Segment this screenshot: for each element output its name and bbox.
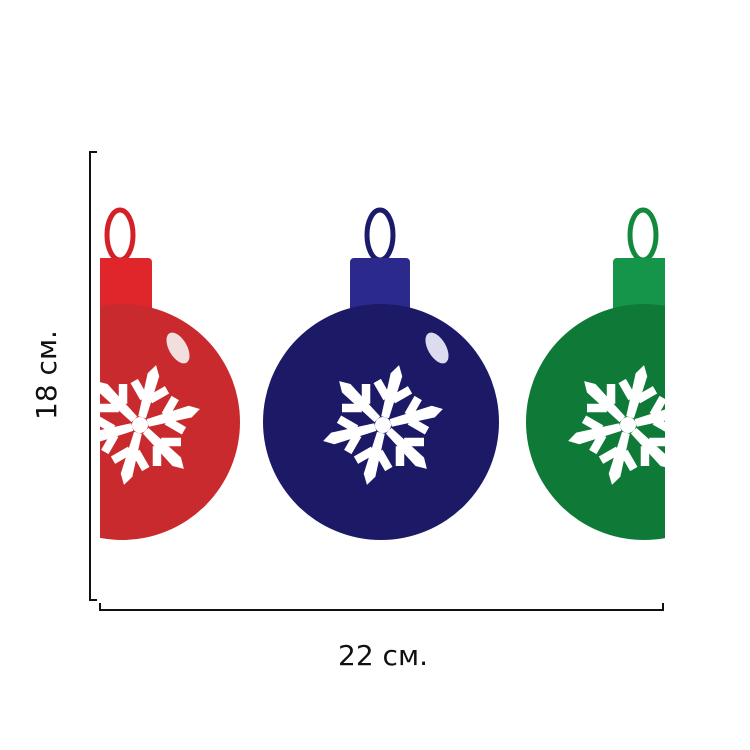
red-ornament [100,207,240,540]
dimension-lines-part [89,151,97,601]
red-ornament-part [166,332,190,364]
blue-ornament [263,207,499,540]
ornaments [100,150,665,600]
dimension-lines [89,151,664,611]
height-label: 18 см. [30,330,63,420]
green-ornament [526,207,665,540]
width-label: 22 см. [338,639,428,672]
blue-ornament-part [425,332,449,364]
dimension-lines-part [99,603,664,611]
